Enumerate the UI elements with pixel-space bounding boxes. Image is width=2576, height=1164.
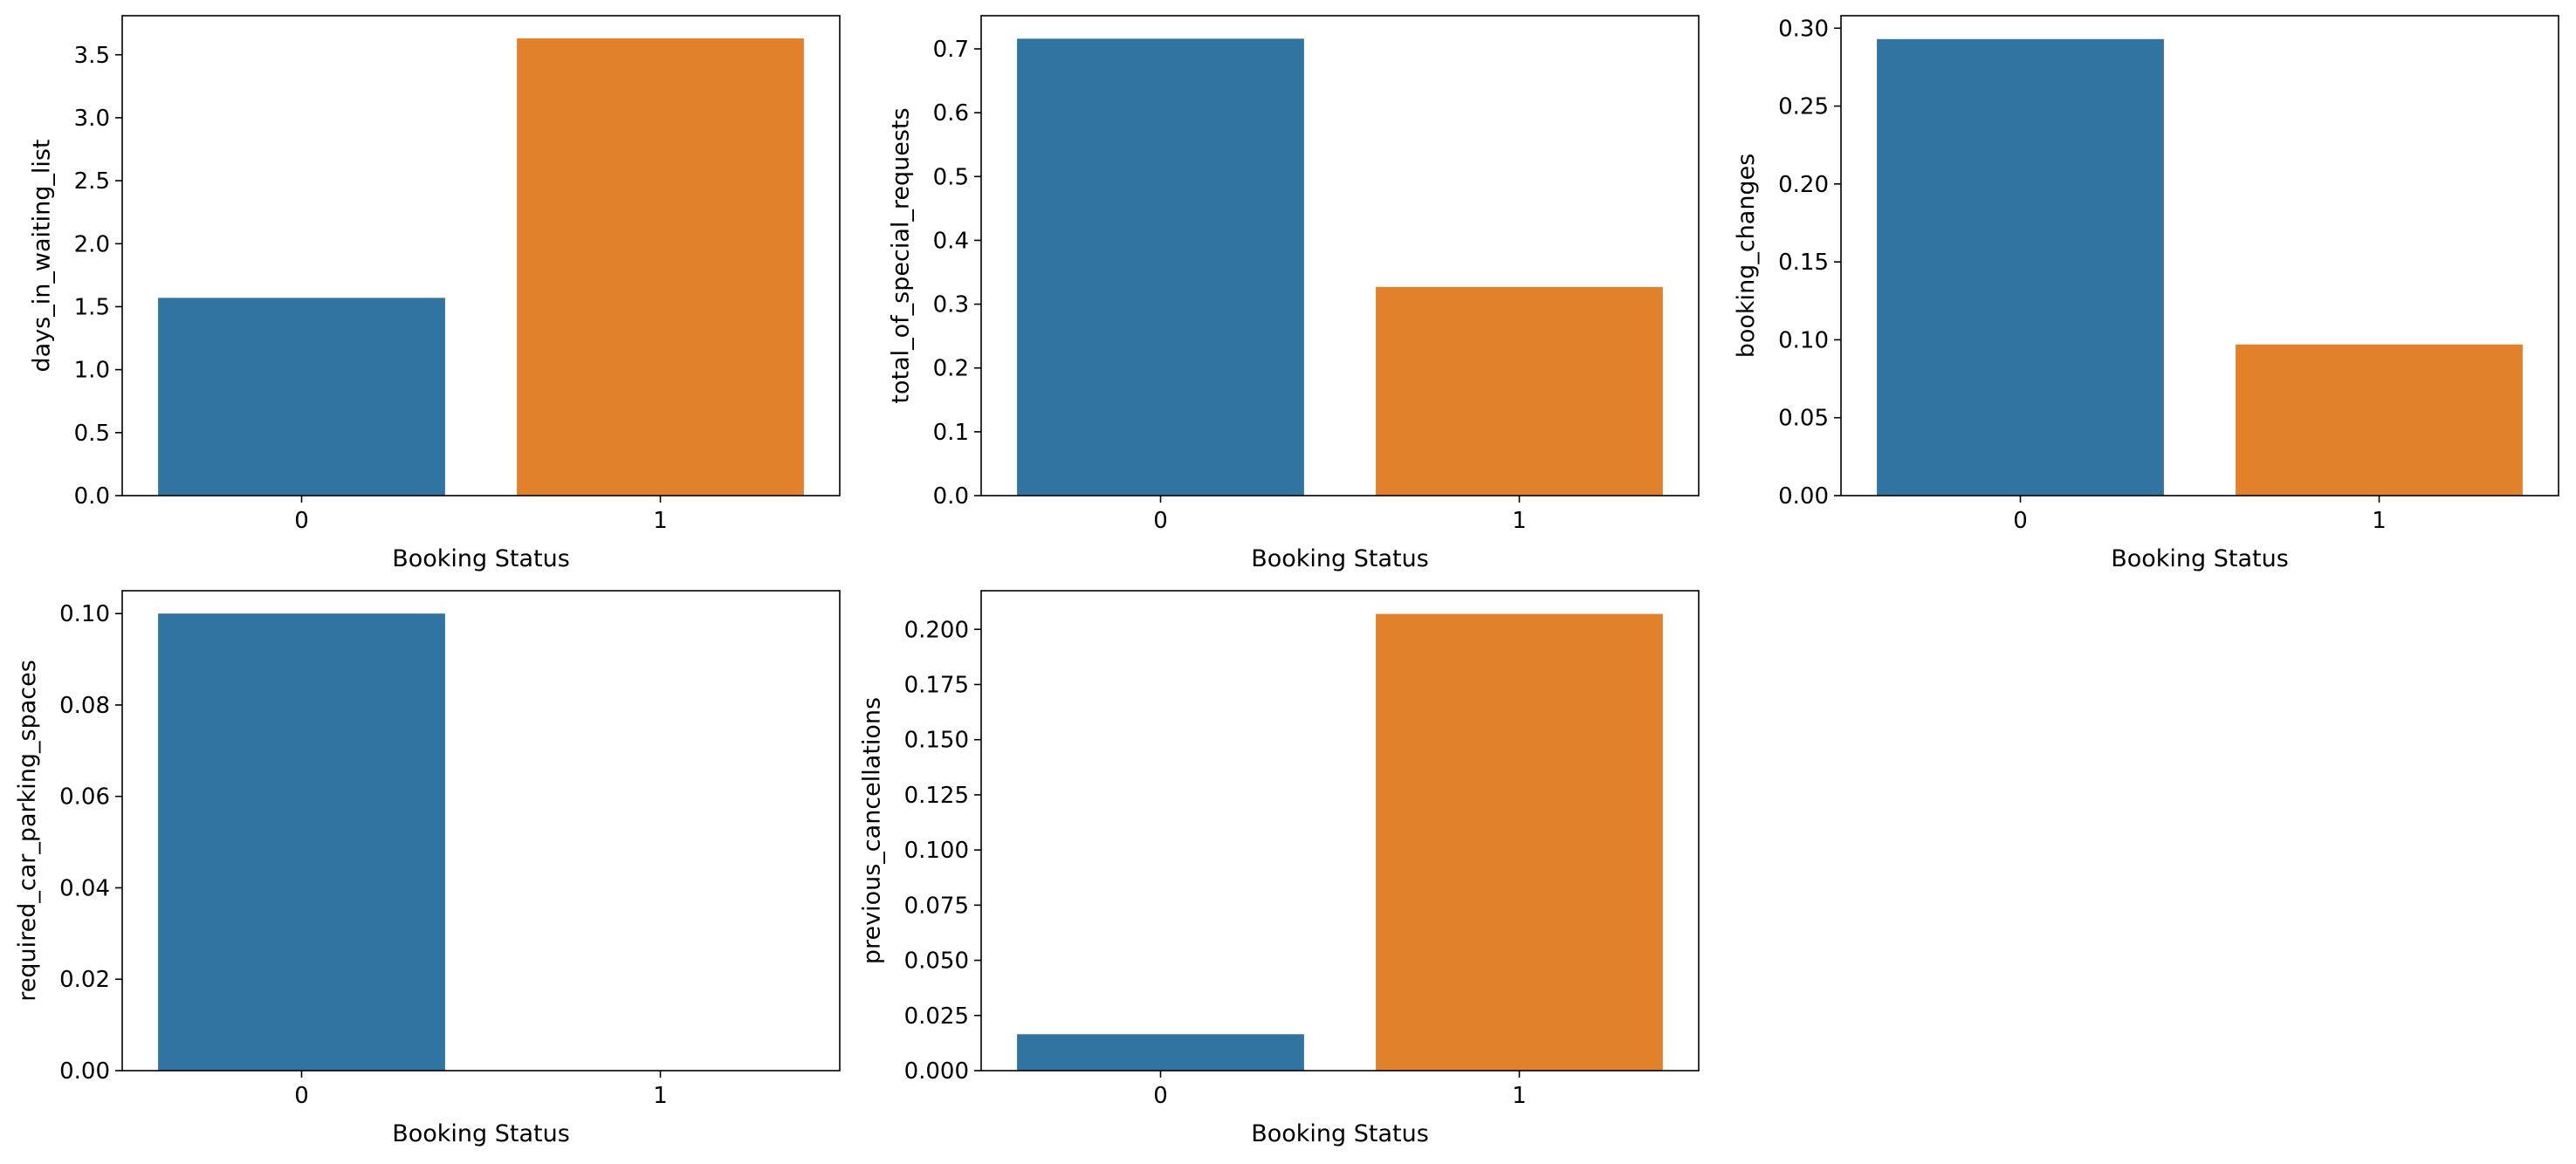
y-tick-label: 0.10 bbox=[59, 601, 110, 627]
y-tick-label: 0.00 bbox=[59, 1058, 110, 1085]
y-tick-label: 0.7 bbox=[933, 37, 969, 63]
chart-panel-1: 0.0 0.1 0.2 0.3 0.4 0.5 0.6 0.7 0 1 Booking Status… bbox=[888, 15, 1700, 572]
y-tick-label: 0.0 bbox=[933, 483, 969, 510]
y-axis-label: previous_cancellations bbox=[859, 697, 886, 964]
x-axis-label: Booking Status bbox=[2111, 545, 2289, 572]
bar-1 bbox=[517, 38, 804, 496]
x-axis-label: Booking Status bbox=[1251, 1120, 1429, 1147]
y-tick-label: 0.100 bbox=[904, 838, 969, 864]
y-tick-label: 1.0 bbox=[74, 358, 110, 384]
chart-panel-2: 0.00 0.05 0.10 0.15 0.20 0.25 0.30 0 1 Booking St… bbox=[1733, 15, 2559, 572]
y-tick-label: 0.6 bbox=[933, 100, 969, 127]
y-axis-label: required_car_parking_spaces bbox=[14, 660, 41, 1002]
x-tick-label: 0 bbox=[1153, 1083, 1168, 1109]
y-tick-label: 2.0 bbox=[74, 231, 110, 257]
y-tick-label: 0.075 bbox=[904, 893, 969, 919]
y-tick-label: 0.000 bbox=[904, 1058, 969, 1085]
y-tick-label: 0.4 bbox=[933, 228, 969, 254]
x-axis-label: Booking Status bbox=[1251, 545, 1429, 572]
x-axis-label: Booking Status bbox=[392, 545, 570, 572]
y-tick-label: 0.04 bbox=[59, 875, 110, 901]
y-axis-label: days_in_waiting_list bbox=[29, 140, 56, 373]
y-tick-label: 1.5 bbox=[74, 294, 110, 320]
x-tick-label: 1 bbox=[1512, 1083, 1527, 1109]
y-tick-label: 2.5 bbox=[74, 168, 110, 195]
y-tick-label: 3.5 bbox=[74, 43, 110, 69]
y-tick-label: 0.5 bbox=[74, 421, 110, 447]
bar-0 bbox=[158, 298, 445, 496]
y-tick-label: 0.200 bbox=[904, 617, 969, 643]
y-tick-label: 0.08 bbox=[59, 693, 110, 719]
axes-frame bbox=[1840, 15, 2559, 496]
axes-frame bbox=[121, 15, 841, 496]
y-tick-label: 0.20 bbox=[1778, 172, 1829, 198]
y-tick-label: 0.30 bbox=[1778, 16, 1829, 42]
x-tick-label: 0 bbox=[294, 1083, 309, 1109]
y-tick-label: 0.02 bbox=[59, 967, 110, 993]
axes-frame bbox=[980, 15, 1700, 496]
y-tick-label: 0.1 bbox=[933, 420, 969, 446]
x-tick-label: 1 bbox=[1512, 508, 1527, 534]
y-axis-label: booking_changes bbox=[1733, 154, 1760, 359]
bar-0 bbox=[1017, 38, 1304, 496]
bar-1 bbox=[1376, 613, 1663, 1071]
bar-0 bbox=[1877, 38, 2164, 496]
y-tick-label: 0.10 bbox=[1778, 327, 1829, 353]
y-tick-label: 3.0 bbox=[74, 106, 110, 132]
y-tick-label: 0.150 bbox=[904, 728, 969, 754]
x-tick-label: 1 bbox=[653, 1083, 668, 1109]
y-tick-label: 0.05 bbox=[1778, 406, 1829, 432]
y-tick-label: 0.25 bbox=[1778, 94, 1829, 120]
bar-0 bbox=[1017, 1034, 1304, 1071]
chart-panel-0: 0.0 0.5 1.0 1.5 2.0 2.5 3.0 3.5 0 1 Booking Status… bbox=[29, 15, 841, 572]
y-axis-label: total_of_special_requests bbox=[888, 107, 915, 403]
bar-1 bbox=[2236, 344, 2523, 496]
y-tick-label: 0.15 bbox=[1778, 250, 1829, 276]
axes-frame bbox=[980, 590, 1700, 1072]
chart-panel-3: 0.00 0.02 0.04 0.06 0.08 0.10 0 1 Booking Status… bbox=[14, 590, 841, 1147]
y-tick-label: 0.025 bbox=[904, 1003, 969, 1030]
y-tick-label: 0.2 bbox=[933, 356, 969, 382]
y-tick-label: 0.3 bbox=[933, 292, 969, 318]
x-tick-label: 1 bbox=[653, 508, 668, 534]
chart-panel-4: 0.000 0.025 0.050 0.075 0.100 0.125 0.150 0.175… bbox=[859, 590, 1700, 1147]
x-tick-label: 0 bbox=[294, 508, 309, 534]
y-tick-label: 0.175 bbox=[904, 672, 969, 698]
y-tick-label: 0.5 bbox=[933, 164, 969, 190]
x-tick-label: 0 bbox=[2013, 508, 2028, 534]
x-tick-label: 0 bbox=[1153, 508, 1168, 534]
y-tick-label: 0.0 bbox=[74, 483, 110, 510]
x-axis-label: Booking Status bbox=[392, 1120, 570, 1147]
axes-frame bbox=[121, 590, 841, 1072]
y-tick-label: 0.050 bbox=[904, 948, 969, 975]
y-tick-label: 0.125 bbox=[904, 783, 969, 809]
bar-1 bbox=[1376, 286, 1663, 496]
y-tick-label: 0.00 bbox=[1778, 483, 1829, 510]
x-tick-label: 1 bbox=[2372, 508, 2387, 534]
y-tick-label: 0.06 bbox=[59, 784, 110, 811]
bar-0 bbox=[158, 613, 445, 1071]
